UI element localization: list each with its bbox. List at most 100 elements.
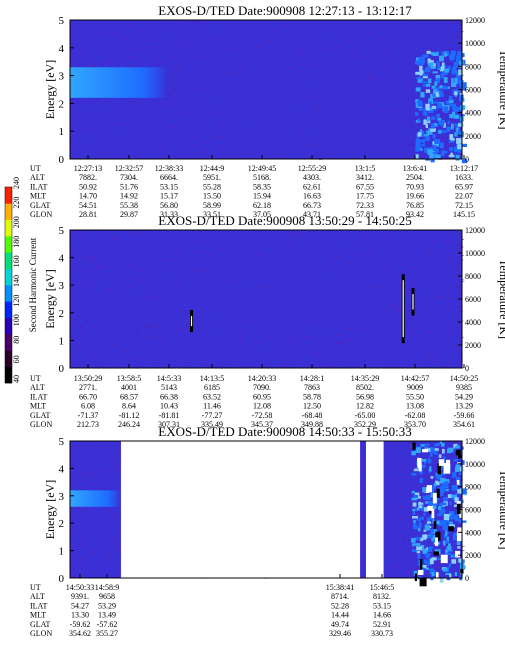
spectrogram-panel-3: EXOS-D/TED Date:900908 14:50:33 - 15:50:… — [30, 424, 505, 638]
orbit-value: 15.50 — [203, 192, 221, 201]
y2-tick-label: 10000 — [465, 39, 485, 48]
orbit-value: 56.98 — [356, 392, 374, 401]
orbit-value: 62.61 — [303, 182, 321, 191]
colorbar-segment — [5, 350, 12, 367]
orbit-value: 16.63 — [303, 192, 321, 201]
colorbar: 40 60 80 100 120 140 160 180 200 220 240 Second Har… — [4, 177, 38, 384]
orbit-value: 14:50:25 — [450, 374, 478, 383]
orbit-value: 54.27 — [71, 601, 89, 610]
orbit-value: 72.33 — [356, 201, 374, 210]
orbit-value: 14.70 — [79, 192, 97, 201]
orbit-value: 58.78 — [303, 392, 321, 401]
orbit-value: 145.15 — [453, 210, 475, 219]
y2-tick-label: 0 — [465, 364, 469, 373]
orbit-value: 52.91 — [373, 620, 391, 629]
orbit-value: 355.27 — [96, 629, 118, 638]
orbit-value: 65.97 — [455, 182, 473, 191]
orbit-value: 12:38:33 — [155, 164, 183, 173]
orbit-value: 353.70 — [404, 420, 426, 429]
orbit-value: 37.05 — [253, 210, 271, 219]
energy-band — [70, 490, 121, 507]
y2-axis-label: Temperature [K] — [497, 469, 505, 549]
orbit-row-label: ALT — [30, 592, 45, 601]
y-tick-label: 2 — [59, 518, 65, 530]
orbit-value: 49.74 — [331, 620, 349, 629]
orbit-value: 93.42 — [406, 210, 424, 219]
orbit-value: 14.66 — [373, 611, 391, 620]
orbit-value: 11.46 — [203, 402, 221, 411]
orbit-value: -77.27 — [202, 411, 223, 420]
y-tick-label: 5 — [59, 225, 65, 237]
orbit-value: 53.15 — [373, 601, 391, 610]
y-tick-label: 0 — [59, 363, 65, 375]
y2-tick-label: 6000 — [465, 86, 481, 95]
panel-title: EXOS-D/TED Date:900908 14:50:33 - 15:50:… — [158, 424, 411, 439]
orbit-value: -72.58 — [252, 411, 273, 420]
y2-tick-label: 2000 — [465, 132, 481, 141]
y2-tick-label: 6000 — [465, 506, 481, 515]
orbit-value: 9391. — [71, 592, 89, 601]
y-tick-label: 0 — [59, 154, 65, 166]
y2-tick-label: 0 — [465, 574, 469, 583]
orbit-table: UT 14:50:33 14:58:9 15:38:41 15:46:5 ALT 9391.… — [30, 583, 394, 638]
orbit-value: 13.49 — [98, 611, 116, 620]
orbit-value: 22.07 — [455, 192, 473, 201]
orbit-value: 12:32:57 — [115, 164, 143, 173]
colorbar-tick-label: 140 — [12, 275, 21, 287]
y2-tick-label: 8000 — [465, 62, 481, 71]
y-tick-label: 2 — [59, 308, 65, 320]
orbit-value: 6185 — [204, 383, 220, 392]
y2-tick-label: 0 — [465, 155, 469, 164]
orbit-table: UT 13:50:29 13:58:5 14:5:33 14:13:5 14:20:33 1… — [30, 374, 478, 429]
y2-tick-label: 4000 — [465, 109, 481, 118]
orbit-value: 5143 — [161, 383, 177, 392]
y-tick-label: 4 — [59, 253, 65, 265]
orbit-value: 2504. — [406, 173, 424, 182]
orbit-value: 63.52 — [203, 392, 221, 401]
panel-title: EXOS-D/TED Date:900908 12:27:13 - 13:12:… — [158, 3, 412, 18]
orbit-value: 14:50:33 — [66, 583, 94, 592]
y2-tick-label: 10000 — [465, 460, 485, 469]
y2-tick-label: 12000 — [465, 16, 485, 25]
orbit-value: 10.43 — [160, 402, 178, 411]
orbit-value: -59.66 — [454, 411, 475, 420]
y2-tick-label: 2000 — [465, 551, 481, 560]
colorbar-segment — [5, 219, 12, 237]
y2-tick-label: 12000 — [465, 437, 485, 446]
orbit-value: 72.15 — [455, 201, 473, 210]
colorbar-tick-label: 240 — [12, 177, 21, 189]
high-flux-patch — [411, 441, 468, 587]
y-tick-label: 3 — [59, 71, 65, 83]
y2-axis-label: Temperature [K] — [497, 259, 505, 339]
orbit-value: 246.24 — [118, 420, 140, 429]
orbit-value: 12:44:9 — [200, 164, 224, 173]
y2-tick-label: 8000 — [465, 272, 481, 281]
orbit-value: 4001 — [121, 383, 137, 392]
orbit-value: 3412. — [356, 173, 374, 182]
colorbar-segment — [5, 203, 12, 220]
orbit-value: -59.62 — [70, 620, 91, 629]
orbit-value: -65.00 — [355, 411, 376, 420]
colorbar-tick-label: 40 — [12, 375, 21, 383]
orbit-value: 66.38 — [160, 392, 178, 401]
orbit-value: 7304. — [120, 173, 138, 182]
orbit-value: 33.51 — [203, 210, 221, 219]
orbit-row-label: ILAT — [30, 601, 47, 610]
high-flux-patch — [415, 50, 468, 164]
orbit-value: 14:28:1 — [300, 374, 324, 383]
orbit-value: 55.28 — [203, 182, 221, 191]
y2-axis-label: Temperature [K] — [497, 49, 505, 129]
colorbar-segment — [5, 252, 12, 269]
orbit-value: 54.29 — [455, 392, 473, 401]
orbit-value: -57.62 — [97, 620, 118, 629]
colorbar-tick-label: 100 — [12, 314, 21, 326]
orbit-value: -62.08 — [405, 411, 426, 420]
orbit-value: 50.92 — [79, 182, 97, 191]
y-tick-label: 0 — [59, 573, 65, 585]
orbit-value: 57.81 — [356, 210, 374, 219]
orbit-value: 14:42:57 — [401, 374, 429, 383]
colorbar-segment — [5, 268, 12, 286]
orbit-value: 14:35:29 — [351, 374, 379, 383]
orbit-row-label: GLON — [30, 420, 52, 429]
